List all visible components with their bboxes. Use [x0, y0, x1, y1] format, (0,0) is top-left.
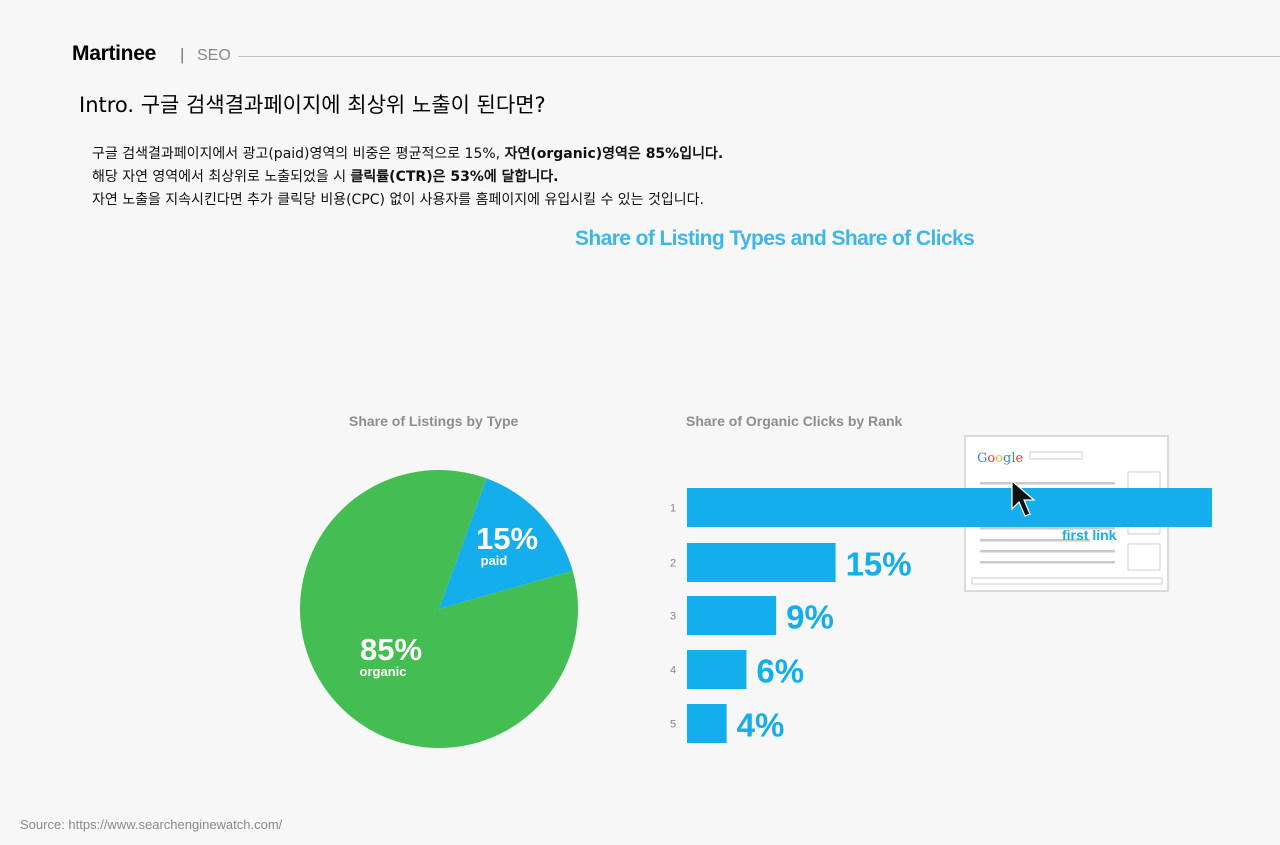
bar-value-label: 9% [786, 599, 834, 636]
bar-rank-5 [687, 704, 727, 743]
bar-rank-1 [687, 488, 1212, 527]
serp-result-line [980, 539, 1090, 542]
intro-line-1-text: 구글 검색결과페이지에서 광고(paid)영역의 비중은 평균적으로 15%, [92, 146, 505, 162]
serp-ad-box [1127, 543, 1161, 571]
header-divider [238, 56, 1280, 57]
intro-line-2-bold: 클릭률(CTR)은 53%에 달합니다. [350, 169, 559, 185]
bar-rank-label: 1 [670, 503, 676, 515]
figure-title: Share of Listing Types and Share of Clic… [575, 227, 975, 250]
intro-line-1-bold: 자연(organic)영역은 85%입니다. [504, 146, 724, 162]
intro-paragraph: 구글 검색결과페이지에서 광고(paid)영역의 비중은 평균적으로 15%, … [92, 143, 723, 212]
pie-slice-paid [439, 478, 573, 609]
bar-chart-title: Share of Organic Clicks by Rank [686, 413, 903, 429]
intro-line-1: 구글 검색결과페이지에서 광고(paid)영역의 비중은 평균적으로 15%, … [92, 143, 723, 166]
intro-line-2-text: 해당 자연 영역에서 최상위로 노출되었을 시 [92, 169, 351, 185]
bar-rank-label: 4 [670, 665, 676, 677]
bar-value-label: 15% [846, 546, 912, 583]
bar-rank-label: 5 [670, 719, 676, 731]
intro-line-2: 해당 자연 영역에서 최상위로 노출되었을 시 클릭률(CTR)은 53%에 달… [92, 166, 723, 189]
google-logo: Google [977, 451, 1024, 466]
serp-search-box [1029, 451, 1083, 460]
serp-result-line [980, 561, 1115, 564]
intro-line-3: 자연 노출을 지속시킨다면 추가 클릭당 비용(CPC) 없이 사용자를 홈페이… [92, 192, 704, 208]
serp-result-line [980, 482, 1115, 485]
pie-label-paid-value: 15% [476, 521, 538, 556]
pie-slice-organic [299, 469, 578, 749]
pie-label-paid-name: paid [481, 553, 508, 568]
bar-value-label: 4% [737, 707, 785, 744]
pie-label-organic-value: 85% [360, 632, 422, 667]
bar-value-label-first: 53% [1058, 490, 1128, 529]
serp-result-line [980, 550, 1115, 553]
bar-rank-2 [687, 543, 836, 582]
brand-logo: Martinee [72, 42, 156, 65]
callout-caption: first link [1062, 527, 1117, 543]
header: Martinee | SEO [72, 40, 1280, 70]
cursor-icon [1011, 479, 1036, 517]
bar-rank-label: 2 [670, 558, 676, 570]
header-separator: | [180, 45, 185, 64]
serp-result-line [980, 527, 1115, 530]
section-label: SEO [197, 47, 231, 64]
bar-rank-3 [687, 596, 777, 635]
bar-value-label: 6% [756, 653, 804, 690]
source-credit: Source: https://www.searchenginewatch.co… [20, 817, 283, 832]
bar-rank-label: 3 [670, 611, 676, 623]
pie-label-organic-name: organic [360, 664, 407, 679]
pie-chart-title: Share of Listings by Type [349, 413, 519, 429]
page-title: Intro. 구글 검색결과페이지에 최상위 노출이 된다면? [79, 93, 546, 117]
serp-footer-bar [971, 577, 1163, 585]
bar-rank-4 [687, 650, 747, 689]
